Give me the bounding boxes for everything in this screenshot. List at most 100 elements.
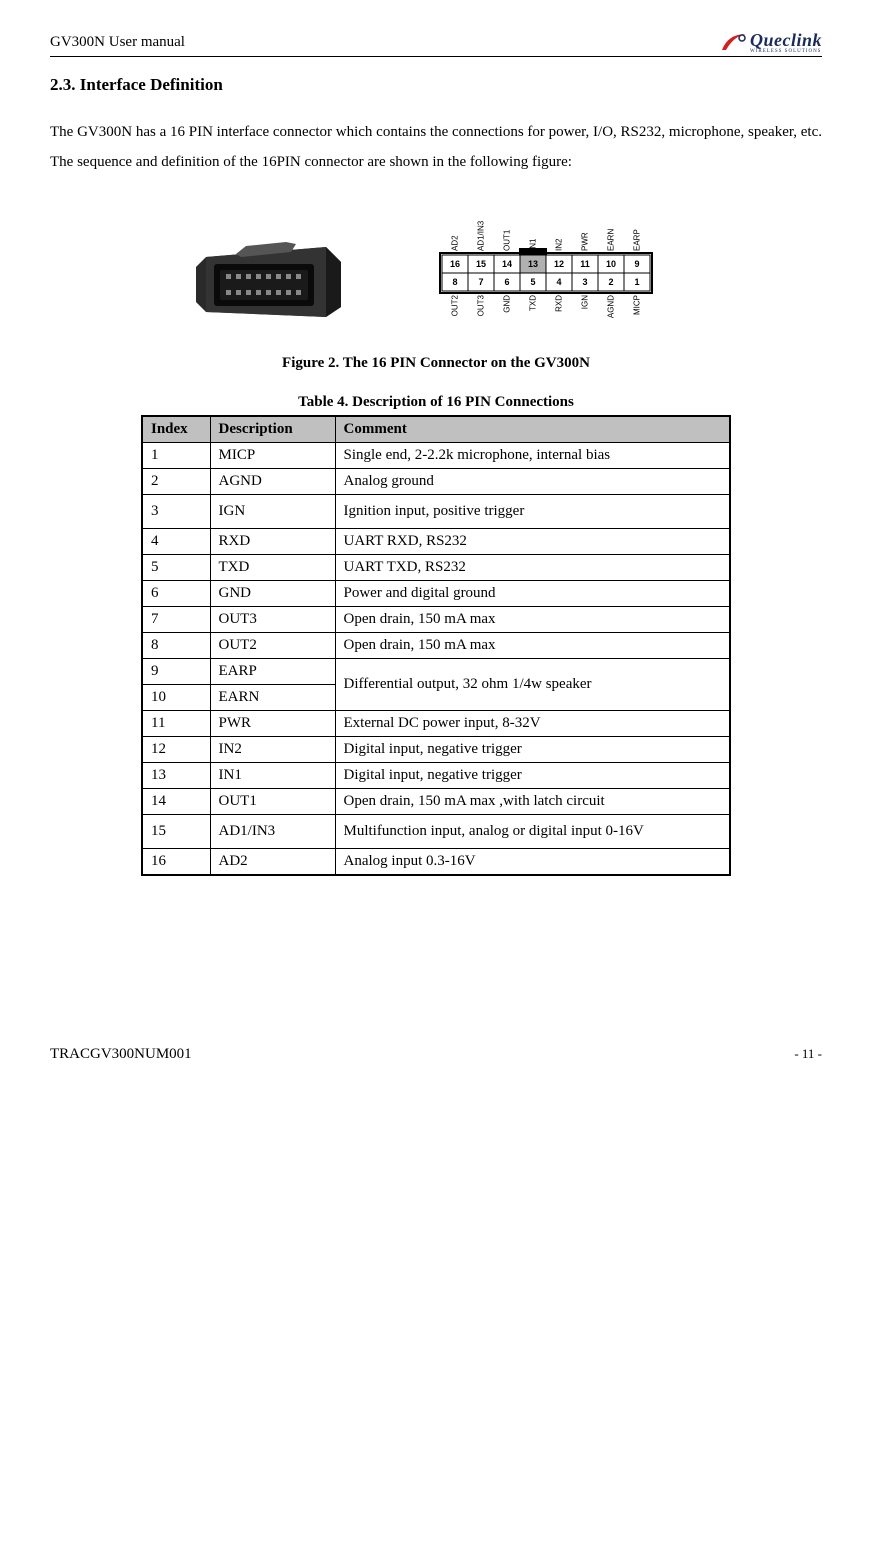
table-row: 13IN1Digital input, negative trigger xyxy=(142,763,730,789)
table-cell-comment: Digital input, negative trigger xyxy=(335,763,730,789)
table-cell-index: 14 xyxy=(142,789,210,815)
table-cell-index: 9 xyxy=(142,659,210,685)
table-cell-index: 16 xyxy=(142,849,210,876)
table-cell-index: 7 xyxy=(142,607,210,633)
table-cell-index: 10 xyxy=(142,685,210,711)
svg-text:10: 10 xyxy=(606,259,616,269)
svg-text:9: 9 xyxy=(634,259,639,269)
table-cell-index: 12 xyxy=(142,737,210,763)
svg-text:EARN: EARN xyxy=(607,229,616,251)
header-title: GV300N User manual xyxy=(50,34,185,51)
table-cell-index: 4 xyxy=(142,529,210,555)
footer-doc-id: TRACGV300NUM001 xyxy=(50,1046,192,1063)
svg-text:OUT1: OUT1 xyxy=(503,229,512,251)
svg-text:MICP: MICP xyxy=(633,295,642,315)
svg-text:RXD: RXD xyxy=(555,295,564,312)
logo-sub-text: WIRELESS SOLUTIONS xyxy=(750,49,821,54)
table-cell-comment: UART RXD, RS232 xyxy=(335,529,730,555)
svg-text:15: 15 xyxy=(476,259,486,269)
footer-page-number: - 11 - xyxy=(794,1046,822,1062)
table-row: 2AGNDAnalog ground xyxy=(142,469,730,495)
table-row: 12IN2Digital input, negative trigger xyxy=(142,737,730,763)
table-cell-index: 15 xyxy=(142,815,210,849)
page-footer: TRACGV300NUM001 - 11 - xyxy=(50,1046,822,1063)
svg-text:AGND: AGND xyxy=(607,295,616,318)
svg-text:PWR: PWR xyxy=(581,232,590,251)
table-cell-desc: EARP xyxy=(210,659,335,685)
table-row: 11PWRExternal DC power input, 8-32V xyxy=(142,711,730,737)
svg-text:TXD: TXD xyxy=(529,295,538,311)
table-cell-index: 6 xyxy=(142,581,210,607)
svg-text:GND: GND xyxy=(503,295,512,313)
table-caption: Table 4. Description of 16 PIN Connectio… xyxy=(50,394,822,411)
table-cell-desc: AD2 xyxy=(210,849,335,876)
pin-table: Index Description Comment 1MICPSingle en… xyxy=(141,415,731,876)
table-cell-comment: Differential output, 32 ohm 1/4w speaker xyxy=(335,659,730,711)
svg-text:3: 3 xyxy=(582,277,587,287)
pinout-diagram: 16AD215AD1/IN314OUT113IN112IN211PWR10EAR… xyxy=(406,207,686,337)
table-cell-desc: EARN xyxy=(210,685,335,711)
table-header: Index xyxy=(142,416,210,443)
table-row: 9EARPDifferential output, 32 ohm 1/4w sp… xyxy=(142,659,730,685)
table-header: Description xyxy=(210,416,335,443)
table-row: 1MICPSingle end, 2-2.2k microphone, inte… xyxy=(142,443,730,469)
table-cell-desc: OUT3 xyxy=(210,607,335,633)
logo: Queclink WIRELESS SOLUTIONS xyxy=(720,30,822,54)
table-header-row: Index Description Comment xyxy=(142,416,730,443)
svg-text:IN2: IN2 xyxy=(555,238,564,251)
table-cell-index: 2 xyxy=(142,469,210,495)
table-row: 3IGNIgnition input, positive trigger xyxy=(142,495,730,529)
svg-text:13: 13 xyxy=(528,259,538,269)
table-cell-index: 13 xyxy=(142,763,210,789)
body-paragraph: The GV300N has a 16 PIN interface connec… xyxy=(50,117,822,177)
table-cell-index: 5 xyxy=(142,555,210,581)
table-row: 5TXDUART TXD, RS232 xyxy=(142,555,730,581)
table-row: 16AD2Analog input 0.3-16V xyxy=(142,849,730,876)
table-cell-comment: External DC power input, 8-32V xyxy=(335,711,730,737)
svg-text:5: 5 xyxy=(530,277,535,287)
logo-icon xyxy=(720,30,748,54)
figure-caption: Figure 2. The 16 PIN Connector on the GV… xyxy=(50,355,822,372)
svg-text:11: 11 xyxy=(580,259,590,269)
table-cell-comment: Analog ground xyxy=(335,469,730,495)
table-cell-comment: Multifunction input, analog or digital i… xyxy=(335,815,730,849)
table-cell-comment: UART TXD, RS232 xyxy=(335,555,730,581)
table-cell-desc: RXD xyxy=(210,529,335,555)
table-cell-comment: Open drain, 150 mA max xyxy=(335,633,730,659)
logo-main-text: Queclink xyxy=(750,31,822,49)
svg-text:8: 8 xyxy=(452,277,457,287)
svg-text:IGN: IGN xyxy=(581,295,590,309)
table-cell-comment: Ignition input, positive trigger xyxy=(335,495,730,529)
table-cell-index: 11 xyxy=(142,711,210,737)
table-cell-desc: TXD xyxy=(210,555,335,581)
table-row: 7OUT3Open drain, 150 mA max xyxy=(142,607,730,633)
table-cell-comment: Power and digital ground xyxy=(335,581,730,607)
table-cell-desc: IN2 xyxy=(210,737,335,763)
section-title: 2.3. Interface Definition xyxy=(50,75,822,95)
svg-text:EARP: EARP xyxy=(633,229,642,251)
svg-text:AD2: AD2 xyxy=(451,235,460,251)
table-cell-desc: IN1 xyxy=(210,763,335,789)
table-cell-comment: Analog input 0.3-16V xyxy=(335,849,730,876)
connector-3d-image xyxy=(186,212,356,332)
svg-text:12: 12 xyxy=(554,259,564,269)
table-cell-comment: Single end, 2-2.2k microphone, internal … xyxy=(335,443,730,469)
figure-container: 16AD215AD1/IN314OUT113IN112IN211PWR10EAR… xyxy=(50,207,822,337)
table-cell-desc: PWR xyxy=(210,711,335,737)
table-row: 6GNDPower and digital ground xyxy=(142,581,730,607)
svg-text:1: 1 xyxy=(634,277,639,287)
table-cell-comment: Open drain, 150 mA max ,with latch circu… xyxy=(335,789,730,815)
table-cell-index: 3 xyxy=(142,495,210,529)
svg-text:7: 7 xyxy=(478,277,483,287)
table-cell-desc: AD1/IN3 xyxy=(210,815,335,849)
table-cell-desc: OUT2 xyxy=(210,633,335,659)
svg-text:OUT2: OUT2 xyxy=(451,294,460,316)
table-cell-desc: AGND xyxy=(210,469,335,495)
table-row: 8OUT2Open drain, 150 mA max xyxy=(142,633,730,659)
table-cell-index: 1 xyxy=(142,443,210,469)
table-cell-index: 8 xyxy=(142,633,210,659)
svg-text:2: 2 xyxy=(608,277,613,287)
svg-text:16: 16 xyxy=(450,259,460,269)
table-cell-desc: OUT1 xyxy=(210,789,335,815)
table-row: 14OUT1Open drain, 150 mA max ,with latch… xyxy=(142,789,730,815)
